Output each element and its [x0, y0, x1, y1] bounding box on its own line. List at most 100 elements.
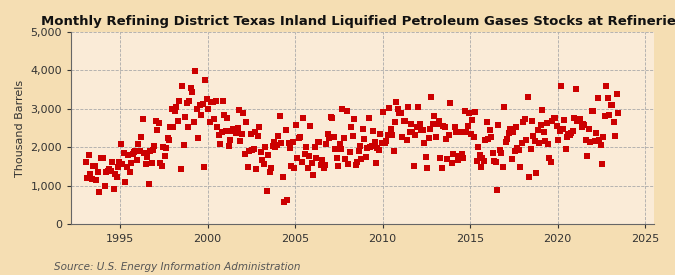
Point	[533, 128, 543, 133]
Point	[394, 111, 405, 116]
Point	[462, 124, 473, 128]
Point	[483, 137, 493, 141]
Point	[602, 96, 613, 100]
Point	[169, 109, 180, 113]
Point	[181, 101, 192, 106]
Point	[562, 135, 572, 140]
Point	[159, 153, 170, 158]
Point	[585, 140, 596, 144]
Point	[526, 119, 537, 123]
Point	[277, 175, 288, 179]
Point	[130, 149, 141, 153]
Point	[529, 138, 540, 143]
Point	[611, 91, 622, 96]
Point	[123, 153, 134, 158]
Point	[599, 114, 610, 118]
Point	[294, 136, 304, 140]
Point	[174, 99, 185, 103]
Point	[608, 119, 619, 124]
Point	[349, 117, 360, 121]
Point	[392, 107, 403, 111]
Point	[547, 119, 558, 123]
Point	[504, 131, 514, 135]
Point	[143, 182, 154, 186]
Point	[155, 161, 165, 165]
Point	[331, 156, 342, 161]
Point	[85, 171, 96, 176]
Point	[151, 119, 161, 123]
Point	[580, 138, 591, 142]
Point	[506, 157, 517, 161]
Point	[107, 160, 117, 164]
Point	[202, 97, 213, 101]
Point	[549, 116, 560, 120]
Point	[281, 198, 292, 202]
Point	[105, 169, 116, 174]
Point	[468, 134, 479, 139]
Point	[554, 129, 565, 134]
Point	[495, 148, 506, 153]
Point	[519, 117, 530, 122]
Point	[342, 109, 352, 113]
Point	[82, 176, 92, 180]
Point	[80, 160, 91, 164]
Point	[388, 148, 399, 153]
Point	[413, 104, 424, 109]
Point	[598, 134, 609, 139]
Point	[124, 170, 135, 174]
Point	[378, 110, 389, 114]
Point	[537, 108, 547, 112]
Point	[369, 140, 380, 144]
Point	[188, 120, 199, 125]
Point	[558, 126, 568, 131]
Point	[191, 106, 202, 111]
Point	[467, 118, 478, 122]
Point	[290, 123, 301, 127]
Point	[578, 122, 589, 126]
Point	[248, 147, 259, 151]
Point	[597, 162, 608, 166]
Point	[510, 124, 521, 129]
Point	[426, 95, 437, 100]
Point	[273, 133, 284, 138]
Point	[400, 119, 410, 123]
Point	[613, 111, 624, 115]
Point	[452, 158, 463, 162]
Point	[223, 144, 234, 148]
Point	[582, 154, 593, 158]
Point	[407, 130, 418, 134]
Point	[335, 147, 346, 152]
Point	[429, 114, 439, 119]
Point	[514, 148, 524, 152]
Point	[485, 128, 495, 132]
Point	[423, 136, 434, 141]
Point	[439, 124, 450, 129]
Point	[595, 143, 606, 147]
Point	[171, 104, 182, 109]
Point	[203, 107, 214, 112]
Point	[461, 130, 472, 134]
Point	[254, 125, 265, 130]
Point	[589, 138, 600, 143]
Point	[279, 200, 290, 205]
Point	[587, 109, 597, 114]
Point	[217, 99, 228, 103]
Point	[573, 119, 584, 123]
Point	[261, 189, 272, 194]
Point	[200, 78, 211, 82]
Point	[197, 102, 208, 106]
Point	[474, 153, 485, 157]
Point	[140, 162, 151, 166]
Point	[339, 136, 350, 140]
Point	[441, 137, 452, 142]
Point	[330, 147, 341, 151]
Point	[289, 166, 300, 170]
Point	[152, 128, 163, 133]
Point	[295, 134, 306, 139]
Point	[472, 145, 483, 149]
Point	[104, 167, 115, 171]
Point	[522, 95, 533, 100]
Point	[353, 149, 364, 154]
Point	[168, 125, 179, 129]
Point	[161, 146, 171, 150]
